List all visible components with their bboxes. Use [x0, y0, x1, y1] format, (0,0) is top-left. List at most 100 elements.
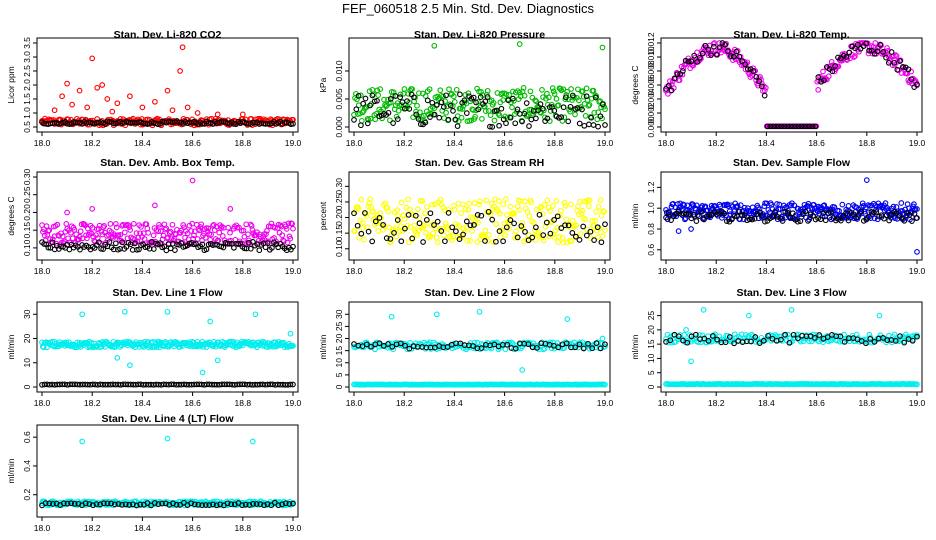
data-point [453, 228, 459, 235]
data-point [67, 229, 74, 236]
data-point [787, 214, 794, 221]
data-point [491, 117, 498, 124]
data-point [360, 219, 366, 226]
data-point [820, 203, 827, 209]
data-point [546, 104, 553, 110]
data-point [782, 331, 788, 338]
data-point [884, 45, 890, 51]
x-tick-label: 18.6 [184, 523, 201, 533]
data-point [61, 238, 68, 245]
data-point [150, 232, 157, 239]
data-point [558, 225, 565, 231]
data-point [835, 63, 842, 70]
data-point [815, 215, 821, 222]
data-point [563, 92, 570, 98]
data-point [249, 438, 256, 445]
x-tick-label: 19.0 [909, 398, 926, 408]
data-point [94, 84, 101, 91]
data-point [765, 332, 771, 339]
panel-title: Stan. Dev. Li-820 CO2 [114, 29, 222, 41]
data-point [791, 202, 798, 209]
data-point [127, 227, 134, 233]
data-point [54, 221, 61, 228]
data-point [375, 228, 382, 234]
data-point [519, 367, 526, 373]
data-point [739, 58, 745, 65]
data-point [84, 104, 91, 111]
data-point [694, 49, 700, 56]
x-tick-label: 18.4 [758, 138, 775, 148]
data-point [169, 221, 176, 228]
data-point [579, 207, 586, 214]
data-point [416, 90, 422, 96]
data-point [731, 213, 738, 219]
data-point [539, 87, 545, 93]
data-point [490, 239, 497, 245]
data-point [358, 230, 365, 237]
data-point [737, 202, 744, 208]
data-point [555, 102, 562, 109]
data-point [818, 78, 824, 85]
data-point [892, 338, 899, 344]
data-point [880, 49, 887, 55]
x-tick-label: 18.0 [34, 523, 51, 533]
x-tick-label: 18.8 [547, 398, 564, 408]
data-point [369, 92, 376, 99]
data-point [424, 203, 430, 210]
data-point [202, 234, 209, 241]
data-point [213, 502, 220, 509]
y-tick-label: 0.004 [646, 88, 656, 110]
data-point [399, 99, 406, 105]
data-point [49, 239, 56, 246]
data-point [454, 123, 461, 129]
series-1 [663, 208, 920, 225]
data-point [728, 53, 734, 59]
data-point [589, 345, 596, 352]
panel-title: Stan. Dev. Li-820 Temp. [733, 29, 849, 41]
data-point [709, 333, 716, 339]
x-tick-label: 18.0 [34, 266, 51, 276]
data-point [207, 318, 214, 325]
data-point [489, 124, 496, 130]
data-point [817, 216, 824, 223]
data-point [164, 308, 171, 315]
data-point [259, 237, 266, 243]
data-point [467, 98, 474, 105]
data-point [753, 74, 760, 80]
data-point [865, 214, 872, 220]
data-point [592, 92, 599, 99]
data-point [873, 209, 880, 215]
y-tick-label: 0.4 [22, 460, 32, 472]
data-point [290, 243, 296, 250]
data-point [562, 222, 568, 229]
data-point [774, 201, 780, 207]
data-point [387, 236, 394, 242]
data-point [466, 200, 473, 207]
data-point [264, 228, 270, 234]
data-point [400, 212, 407, 219]
data-point [173, 502, 180, 508]
data-point [199, 502, 205, 509]
data-point [442, 98, 448, 105]
data-point [467, 222, 474, 229]
data-point [133, 502, 140, 509]
data-point [872, 40, 879, 46]
data-point [671, 75, 678, 82]
data-point [858, 208, 865, 215]
data-point [547, 339, 554, 346]
data-point [184, 104, 191, 111]
data-point [164, 435, 171, 442]
data-point [767, 123, 774, 130]
data-point [290, 381, 296, 388]
data-point [440, 93, 447, 100]
data-point [115, 501, 122, 507]
data-point [558, 207, 564, 214]
data-point [482, 98, 489, 105]
data-point [773, 123, 779, 130]
data-point [69, 235, 76, 242]
data-point [51, 107, 58, 114]
data-point [367, 196, 374, 202]
data-point [779, 218, 786, 224]
data-point [290, 500, 296, 507]
panel-title: Stan. Dev. Line 4 (LT) Flow [101, 413, 234, 425]
